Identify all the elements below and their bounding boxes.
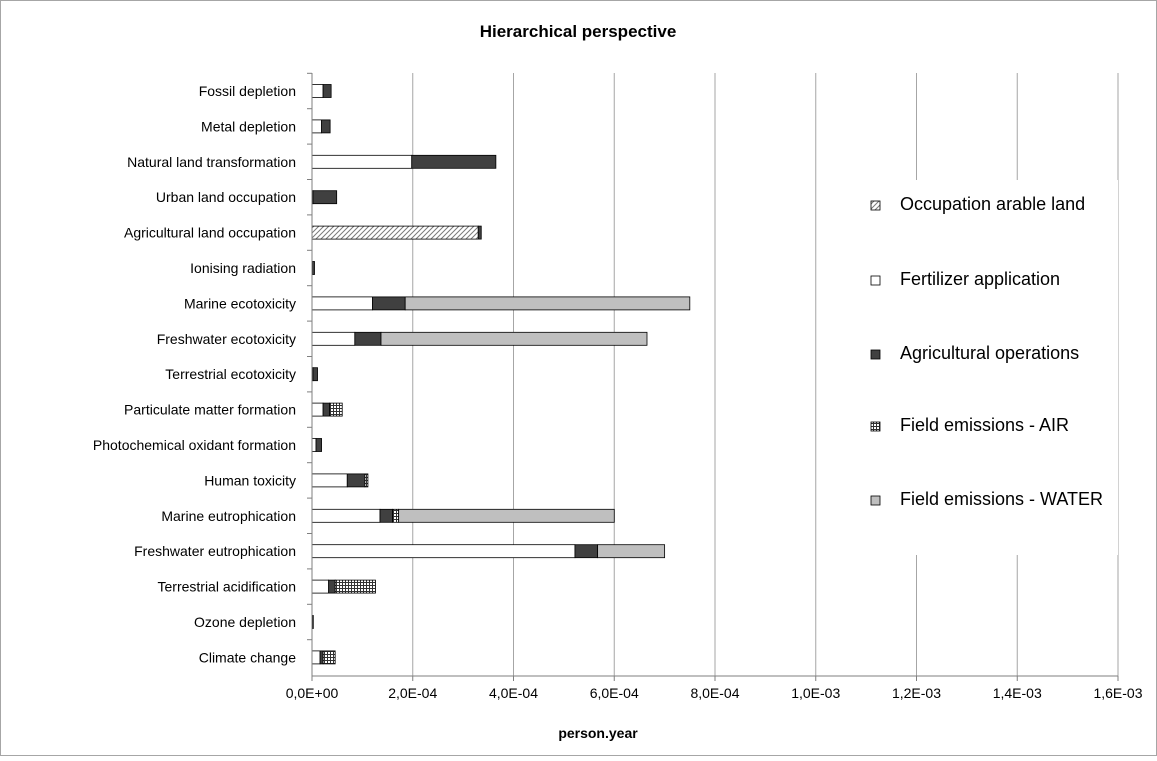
y-tick-label: Terrestrial ecotoxicity: [165, 366, 296, 382]
bar-segment: [354, 331, 382, 346]
y-tick-label: Fossil depletion: [199, 83, 296, 99]
legend-swatch: [870, 349, 881, 360]
legend-label: Field emissions - AIR: [900, 415, 1069, 435]
y-tick-label: Marine eutrophication: [161, 508, 296, 524]
y-tick-label: Agricultural land occupation: [124, 225, 296, 241]
x-tick-label: 1,0E-03: [791, 685, 840, 701]
bar-segment: [322, 402, 331, 417]
bar-segment: [311, 402, 324, 417]
bar-segment: [334, 579, 376, 594]
legend-swatch: [870, 495, 881, 506]
bar-segment: [311, 650, 321, 665]
legend-background: [858, 180, 1118, 555]
bar-segment: [364, 473, 369, 488]
x-tick-label: 4,0E-04: [489, 685, 538, 701]
x-tick-label: 2,0E-04: [388, 685, 437, 701]
y-tick-label: Ozone depletion: [194, 614, 296, 630]
y-tick-label: Ionising radiation: [190, 260, 296, 276]
bar-segment: [311, 438, 317, 452]
x-tick-label: 0,0E+00: [286, 685, 339, 701]
legend-swatch: [870, 421, 881, 432]
bar-segment: [311, 331, 356, 346]
x-tick-label: 8,0E-04: [690, 685, 739, 701]
x-tick-label: 6,0E-04: [590, 685, 639, 701]
bar-segment: [379, 508, 394, 523]
y-tick-label: Terrestrial acidification: [158, 579, 297, 595]
legend-swatch: [870, 200, 881, 211]
bar-segment: [398, 508, 615, 523]
bar-segment: [311, 225, 479, 240]
bar-segment: [312, 615, 314, 629]
bar-segment: [311, 508, 381, 523]
bar-segment: [315, 438, 322, 452]
bar-segment: [372, 296, 406, 311]
x-tick-label: 1,6E-03: [1093, 685, 1142, 701]
bar-segment: [311, 544, 576, 559]
bar-segment: [319, 650, 324, 665]
bar-segment: [411, 154, 497, 169]
y-tick-label: Climate change: [199, 649, 296, 665]
bar-segment: [312, 261, 315, 275]
bar-segment: [311, 119, 322, 134]
legend: Occupation arable land Fertilizer applica…: [858, 180, 1118, 555]
y-tick-label: Marine ecotoxicity: [184, 295, 296, 311]
bar-segment: [311, 296, 373, 311]
bar-segment: [574, 544, 599, 559]
bar-segment: [346, 473, 366, 488]
bar-segment: [328, 579, 336, 594]
y-tick-label: Photochemical oxidant formation: [93, 437, 296, 453]
bar-segment: [322, 650, 336, 665]
bar-segment: [380, 331, 648, 346]
y-tick-label: Natural land transformation: [127, 154, 296, 170]
legend-label: Field emissions - WATER: [900, 489, 1103, 509]
axis-layer: 0,0E+00 2,0E-04 4,0E-04 6,0E-04 8,0E-04 1,0E-…: [93, 72, 1143, 701]
y-tick-label: Freshwater eutrophication: [134, 543, 296, 559]
bar-segment: [311, 579, 330, 594]
y-tick-label: Freshwater ecotoxicity: [157, 331, 296, 347]
legend-swatch: [870, 275, 881, 286]
x-tick-label: 1,2E-03: [892, 685, 941, 701]
bars-layer: [311, 84, 691, 665]
bar-segment: [311, 84, 324, 98]
legend-label: Agricultural operations: [900, 343, 1079, 363]
y-tick-label: Human toxicity: [204, 472, 296, 488]
bar-segment: [477, 225, 482, 240]
bar-segment: [329, 402, 343, 417]
bar-segment: [312, 367, 318, 382]
x-tick-label: 1,4E-03: [993, 685, 1042, 701]
y-tick-label: Urban land occupation: [156, 189, 296, 205]
x-axis-title: person.year: [558, 725, 638, 741]
legend-label: Occupation arable land: [900, 194, 1085, 214]
bar-segment: [321, 119, 331, 134]
y-tick-label: Particulate matter formation: [124, 402, 296, 418]
bar-segment: [404, 296, 691, 311]
y-tick-label: Metal depletion: [201, 118, 296, 134]
bar-segment: [311, 154, 413, 169]
chart-title: Hierarchical perspective: [480, 22, 677, 41]
legend-label: Fertilizer application: [900, 269, 1060, 289]
bar-segment: [597, 544, 666, 559]
bar-segment: [312, 190, 338, 205]
bar-segment: [392, 508, 400, 523]
bar-segment: [322, 84, 332, 98]
bar-segment: [311, 473, 348, 488]
